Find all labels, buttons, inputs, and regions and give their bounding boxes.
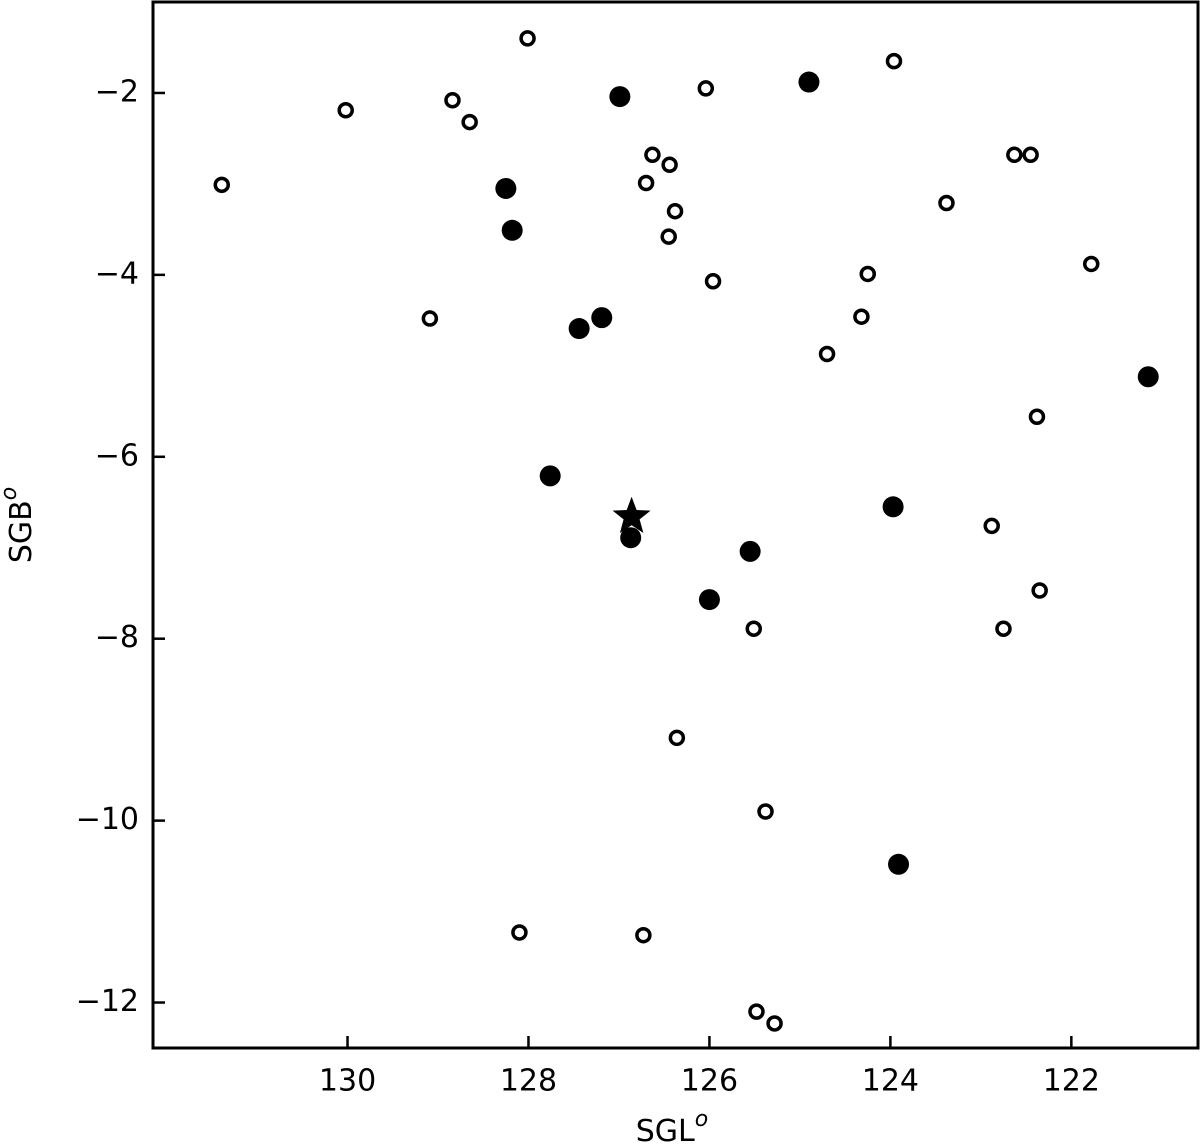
- plot-frame: [151, 0, 1200, 1050]
- open-point: [1028, 408, 1046, 426]
- y-axis-label: SGBo: [0, 487, 39, 563]
- open-point: [444, 91, 461, 109]
- open-point: [859, 265, 877, 283]
- open-point: [938, 194, 955, 212]
- y-label-sup: o: [0, 487, 22, 500]
- open-point: [519, 30, 536, 47]
- filled-point: [739, 540, 761, 562]
- open-point: [1082, 255, 1100, 273]
- open-point: [748, 1003, 765, 1020]
- filled-point: [620, 527, 642, 549]
- open-point: [745, 620, 763, 637]
- open-point: [660, 228, 677, 245]
- x-axis-label: SGLo: [636, 1107, 708, 1147]
- open-point: [666, 202, 684, 220]
- open-point: [1031, 582, 1048, 599]
- x-label-text: SGL: [636, 1114, 695, 1147]
- filled-point: [501, 219, 523, 241]
- y-tick-label: −6: [95, 438, 139, 473]
- open-point: [766, 1015, 783, 1032]
- filled-point: [591, 307, 613, 329]
- open-point: [661, 156, 678, 174]
- filled-point: [798, 71, 820, 93]
- open-point: [337, 101, 354, 119]
- filled-point: [609, 86, 631, 108]
- open-point: [644, 146, 661, 164]
- open-point: [704, 272, 722, 290]
- open-point: [885, 52, 903, 70]
- x-tick-label: 128: [500, 1064, 557, 1099]
- open-point: [757, 803, 774, 820]
- open-point: [213, 176, 231, 194]
- y-tick-label: −12: [76, 984, 139, 1019]
- open-point: [635, 926, 652, 944]
- filled-point: [888, 853, 910, 875]
- filled-point: [882, 496, 904, 518]
- filled-point: [698, 589, 720, 611]
- x-tick-label: 124: [862, 1064, 919, 1099]
- open-point: [421, 310, 439, 327]
- y-tick-label: −4: [95, 256, 139, 291]
- star-point: [612, 496, 651, 533]
- y-tick-label: −2: [95, 74, 139, 109]
- open-point: [818, 345, 836, 363]
- filled-point: [495, 177, 517, 199]
- open-point: [1006, 146, 1023, 164]
- x-tick-label: 130: [319, 1064, 376, 1099]
- x-tick-label: 122: [1043, 1064, 1100, 1099]
- open-point: [853, 308, 870, 325]
- x-tick-label: 126: [681, 1064, 738, 1099]
- filled-point: [539, 465, 561, 487]
- open-point: [1022, 146, 1039, 164]
- x-label-sup: o: [695, 1107, 708, 1132]
- open-point: [637, 174, 655, 192]
- y-tick-label: −10: [76, 802, 139, 837]
- open-point: [697, 80, 715, 97]
- open-point: [511, 924, 528, 941]
- open-point: [995, 620, 1012, 637]
- open-point: [461, 113, 478, 131]
- open-point: [983, 517, 1000, 535]
- y-label-text: SGB: [4, 500, 39, 563]
- filled-point: [568, 318, 590, 340]
- y-tick-label: −8: [95, 620, 139, 655]
- open-point: [668, 729, 686, 747]
- filled-point: [1137, 366, 1159, 388]
